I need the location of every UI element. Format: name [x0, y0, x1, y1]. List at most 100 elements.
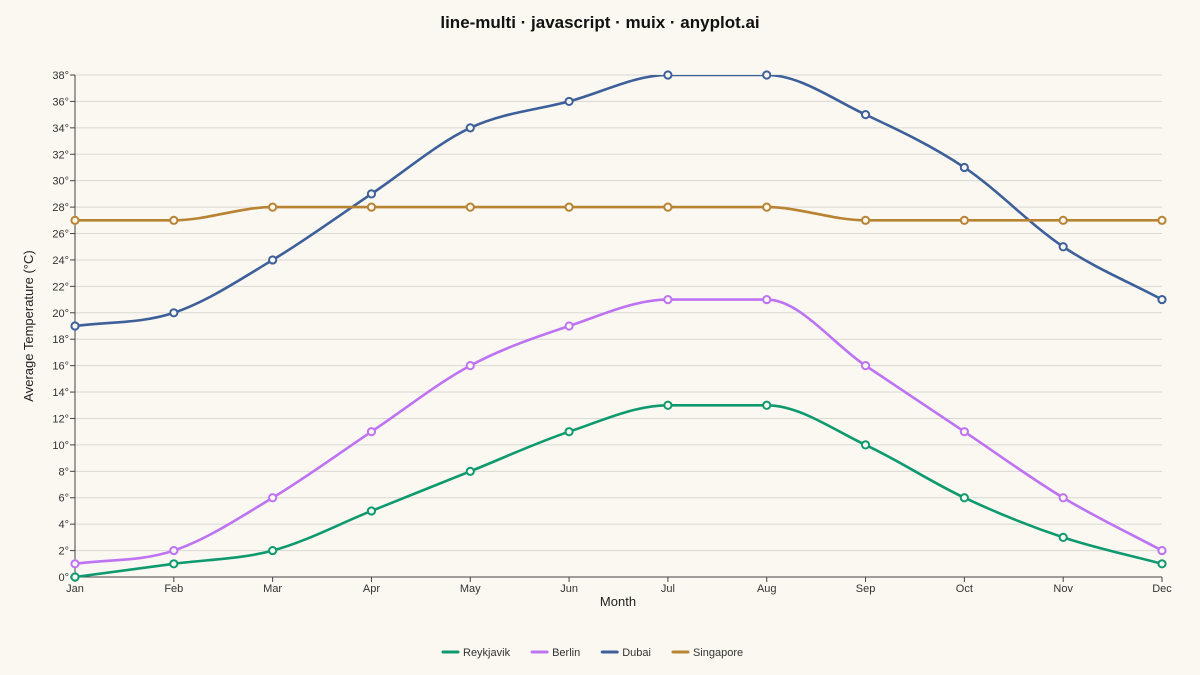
x-tick-label: May [460, 583, 481, 595]
x-tick-label: Jun [560, 583, 578, 595]
x-tick-label: Dec [1152, 583, 1172, 595]
series-dubai [70, 70, 1167, 331]
legend-item-berlin[interactable]: Berlin [530, 647, 580, 659]
data-point[interactable] [663, 294, 673, 305]
axes [74, 75, 1162, 578]
data-point[interactable] [366, 202, 377, 212]
data-point[interactable] [366, 427, 377, 437]
legend-item-dubai[interactable]: Dubai [600, 647, 651, 659]
legend-label: Singapore [693, 647, 743, 659]
data-point[interactable] [1058, 532, 1068, 542]
series-line [73, 298, 1164, 566]
data-point[interactable] [860, 361, 871, 371]
x-tick-label: Sep [856, 583, 876, 595]
data-point[interactable] [564, 321, 574, 331]
x-tick-label: Mar [263, 583, 282, 595]
data-point[interactable] [564, 427, 574, 437]
y-tick-label: 0° [58, 572, 69, 584]
legend-item-reykjavik[interactable]: Reykjavik [441, 647, 511, 659]
data-point[interactable] [268, 545, 278, 556]
data-point[interactable] [1058, 215, 1068, 225]
y-tick-label: 24° [52, 255, 69, 267]
data-point[interactable] [169, 215, 179, 225]
data-point[interactable] [169, 308, 179, 318]
y-tick-label: 36° [52, 96, 69, 108]
data-point[interactable] [70, 559, 80, 569]
x-tick-label: Oct [956, 583, 973, 595]
y-tick-label: 28° [52, 202, 69, 214]
data-point[interactable] [1157, 215, 1167, 225]
data-point[interactable] [1058, 493, 1068, 503]
x-tick-label: Nov [1053, 583, 1073, 595]
y-tick-label: 10° [52, 440, 69, 452]
x-tick-label: Feb [164, 583, 183, 595]
y-tick-label: 8° [58, 466, 69, 478]
data-point[interactable] [1157, 294, 1167, 305]
series-berlin [70, 294, 1167, 569]
data-point[interactable] [268, 202, 278, 212]
data-point[interactable] [663, 400, 673, 410]
data-point[interactable] [366, 506, 377, 516]
y-tick-label: 16° [52, 361, 69, 373]
y-tick-label: 4° [58, 519, 69, 531]
series-group [70, 70, 1167, 582]
data-point[interactable] [860, 110, 871, 120]
y-tick-label: 38° [52, 70, 69, 82]
data-point[interactable] [564, 96, 574, 107]
data-point[interactable] [762, 70, 772, 80]
data-point[interactable] [465, 361, 475, 371]
data-point[interactable] [762, 202, 772, 212]
data-point[interactable] [465, 202, 475, 212]
x-axis-label: Month [600, 594, 636, 609]
y-tick-label: 30° [52, 176, 69, 188]
chart-title: line-multi · javascript · muix · anyplot… [440, 13, 759, 32]
data-point[interactable] [1058, 242, 1068, 252]
y-tick-label: 32° [52, 149, 69, 161]
data-point[interactable] [762, 294, 772, 305]
data-point[interactable] [959, 493, 969, 503]
data-point[interactable] [169, 559, 179, 569]
data-point[interactable] [1157, 545, 1167, 556]
x-tick-label: Jan [66, 583, 84, 595]
y-tick-label: 18° [52, 334, 69, 346]
data-point[interactable] [1157, 559, 1167, 569]
series-line [73, 75, 1164, 328]
x-tick-labels: Jan Feb Mar Apr May Jun Jul Aug Sep Oct Nov Dec [66, 577, 1172, 595]
legend[interactable]: Reykjavik Berlin Dubai Singapore [441, 647, 743, 659]
x-tick-label: Jul [661, 583, 675, 595]
data-point[interactable] [465, 466, 475, 476]
data-point[interactable] [860, 215, 871, 225]
data-point[interactable] [860, 440, 871, 450]
legend-label: Berlin [552, 647, 580, 659]
data-point[interactable] [366, 189, 377, 199]
series-line [73, 403, 1164, 579]
y-tick-label: 14° [52, 387, 69, 399]
data-point[interactable] [663, 70, 673, 80]
data-point[interactable] [959, 427, 969, 437]
data-point[interactable] [70, 572, 80, 582]
legend-item-singapore[interactable]: Singapore [671, 647, 743, 659]
legend-label: Reykjavik [463, 647, 511, 659]
data-point[interactable] [959, 215, 969, 225]
data-point[interactable] [268, 493, 278, 503]
y-tick-label: 2° [58, 546, 69, 558]
grid-lines [75, 74, 1162, 578]
data-point[interactable] [564, 202, 574, 212]
x-tick-label: Apr [363, 583, 380, 595]
y-axis-label: Average Temperature (°C) [21, 250, 36, 401]
y-tick-label: 20° [52, 308, 69, 320]
y-tick-label: 12° [52, 413, 69, 425]
data-point[interactable] [169, 545, 179, 556]
y-tick-label: 34° [52, 123, 69, 135]
data-point[interactable] [465, 123, 475, 133]
x-tick-label: Aug [757, 583, 777, 595]
y-tick-label: 26° [52, 229, 69, 241]
series-reykjavik [70, 400, 1167, 582]
data-point[interactable] [762, 400, 772, 410]
data-point[interactable] [959, 162, 969, 173]
data-point[interactable] [663, 202, 673, 212]
data-point[interactable] [70, 215, 80, 225]
data-point[interactable] [70, 321, 80, 331]
data-point[interactable] [268, 255, 278, 265]
